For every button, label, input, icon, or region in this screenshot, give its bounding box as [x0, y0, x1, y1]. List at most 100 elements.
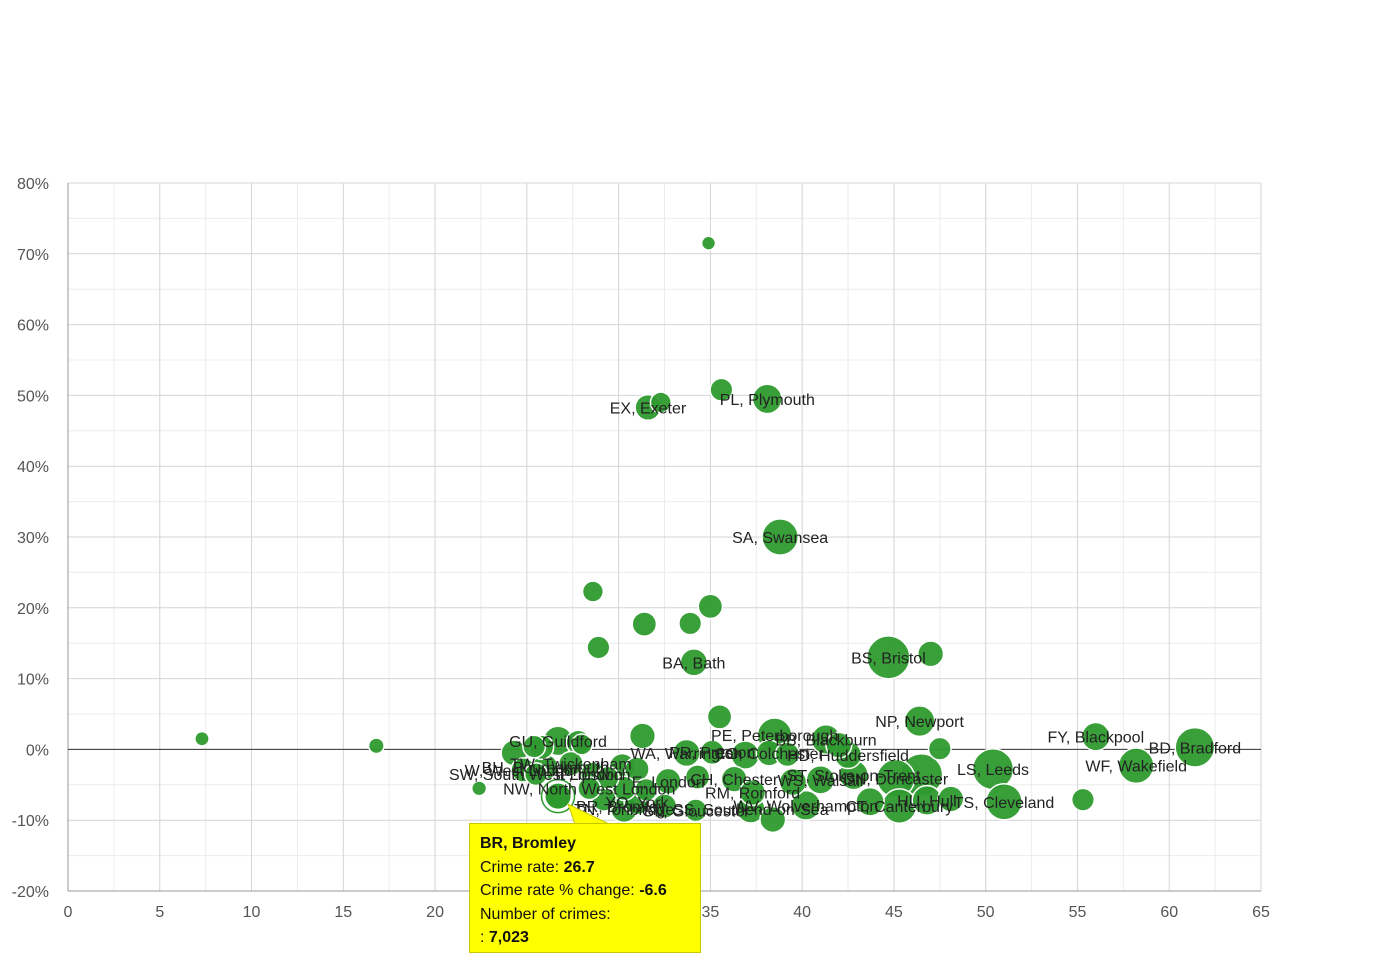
selected-bubble-halo: [540, 778, 576, 814]
y-tick-label: -10%: [12, 813, 49, 830]
bubble: [1174, 726, 1216, 768]
y-tick-label: -20%: [12, 884, 49, 901]
bubble: [595, 765, 620, 790]
bubble: [825, 731, 853, 759]
bubble-label: CO, Colchester: [714, 746, 824, 763]
bubble-label: E, London: [632, 774, 705, 791]
x-tick-label: 45: [885, 904, 903, 921]
bubble-label: WA, Warrington: [631, 746, 743, 763]
bubble-label: FY, Blackpool: [1047, 730, 1144, 747]
x-tick-label: 5: [155, 904, 164, 921]
bubble: [634, 777, 659, 802]
bubble: [194, 730, 210, 747]
bubble-label: WV, Wolverhampton: [733, 798, 878, 815]
bubble: [699, 739, 726, 766]
x-tick-label: 55: [1069, 904, 1087, 921]
bubble: [739, 779, 767, 807]
tooltip-title: BR, Bromley: [480, 835, 577, 852]
bubble: [903, 705, 936, 738]
tooltip: BR, Bromley Crime rate: 26.7 Crime rate …: [469, 823, 701, 953]
bubble: [985, 782, 1023, 821]
bubble: [917, 640, 945, 668]
bubble-label: ST, Stoke-on-Trent: [787, 768, 921, 785]
bubble: [570, 733, 594, 756]
bubble: [778, 767, 808, 797]
bubble-label: BD, Bradford: [1149, 740, 1241, 757]
bubble-label: BA, Bath: [662, 655, 725, 672]
bubble-label: NW, North West London: [503, 781, 675, 798]
y-tick-label: 70%: [17, 247, 49, 264]
bubble: [866, 635, 911, 680]
bubble: [790, 789, 822, 821]
bubble: [577, 776, 602, 801]
bubble: [631, 611, 658, 637]
bubble-label: HU, Hull: [897, 793, 957, 810]
bubble-labels: PL, Plymouth EX, Exeter SA, Swansea BA, Bat…: [449, 392, 1241, 820]
bubble: [720, 765, 748, 793]
y-tick-label: 30%: [17, 530, 49, 547]
bubble-label: PL, Plymouth: [720, 392, 815, 409]
tooltip-change-value: -6.6: [639, 882, 667, 899]
tooltip-crime-rate-label: Crime rate:: [480, 858, 560, 876]
bubble: [586, 635, 611, 660]
bubble-label: PR, Preston: [669, 745, 755, 762]
bubble: [1117, 747, 1155, 785]
x-tick-label: 40: [793, 904, 811, 921]
bubble: [1070, 787, 1096, 812]
tooltip-count-value: 7,023: [488, 929, 529, 946]
bubble: [927, 736, 952, 761]
bubble-label: BB, Blackburn: [775, 732, 876, 749]
bubble: [774, 741, 801, 768]
bubble-label: NP, Newport: [875, 714, 964, 731]
y-tick-label: 10%: [17, 672, 49, 689]
bubble-label: BH, Bournemouth: [482, 760, 609, 777]
bubble-label: SS, Southend-on-Sea: [673, 802, 829, 819]
bubble-label: W, West London: [465, 763, 582, 780]
y-tick-label: 0%: [26, 742, 49, 759]
bubble-label: DN, Doncaster: [843, 771, 949, 788]
bubble: [709, 377, 734, 402]
x-tick-label: 35: [701, 904, 719, 921]
bubble: [679, 648, 709, 677]
bubble: [624, 756, 650, 783]
bubble: [700, 235, 717, 251]
bubble: [678, 611, 703, 636]
y-tick-label: 20%: [17, 601, 49, 618]
x-tick-label: 50: [977, 904, 995, 921]
bubble-label: IP, Ipswich: [555, 767, 630, 784]
bubble: [761, 518, 799, 556]
selected-bubble: [543, 781, 573, 811]
bubble: [471, 780, 488, 797]
bubble: [581, 580, 605, 603]
x-tick-label: 20: [426, 904, 444, 921]
tooltip-count-label: Number of crimes:: [480, 905, 611, 923]
bubble: [558, 750, 584, 777]
bubble: [855, 786, 885, 817]
x-tick-label: 0: [64, 904, 73, 921]
bubble-label: EX, Exeter: [610, 400, 687, 417]
tooltip-count-prefix: :: [480, 929, 485, 946]
bubble: [1080, 721, 1111, 752]
bubbles: [194, 235, 1216, 834]
bubble: [706, 703, 733, 730]
y-tick-label: 80%: [17, 176, 49, 193]
x-tick-label: 10: [243, 904, 261, 921]
bubble-label: CH, Chester: [690, 772, 779, 789]
x-tick-label: 15: [334, 904, 352, 921]
bubble: [367, 737, 385, 755]
bubble-label: HD, Huddersfield: [787, 748, 909, 765]
bubble-label: TN, Tonbridge: [574, 802, 674, 819]
bubble-label: SW, South West London: [449, 767, 623, 784]
x-tick-label: 65: [1252, 904, 1270, 921]
bubble-label: RM, Romford: [705, 786, 800, 803]
selected-bubble-label: BR, Bromley: [576, 799, 666, 816]
y-tick-label: 50%: [17, 388, 49, 405]
bubble-label: YO, York: [605, 795, 669, 812]
bubble: [683, 798, 708, 823]
y-tick-label: 60%: [17, 318, 49, 335]
tooltip-change-row: Crime rate % change: -6.6: [480, 879, 690, 903]
bubble-label: GU, Guildford: [509, 734, 607, 751]
tooltip-crime-rate-row: Crime rate: 26.7: [480, 856, 690, 880]
bubble: [697, 593, 724, 620]
